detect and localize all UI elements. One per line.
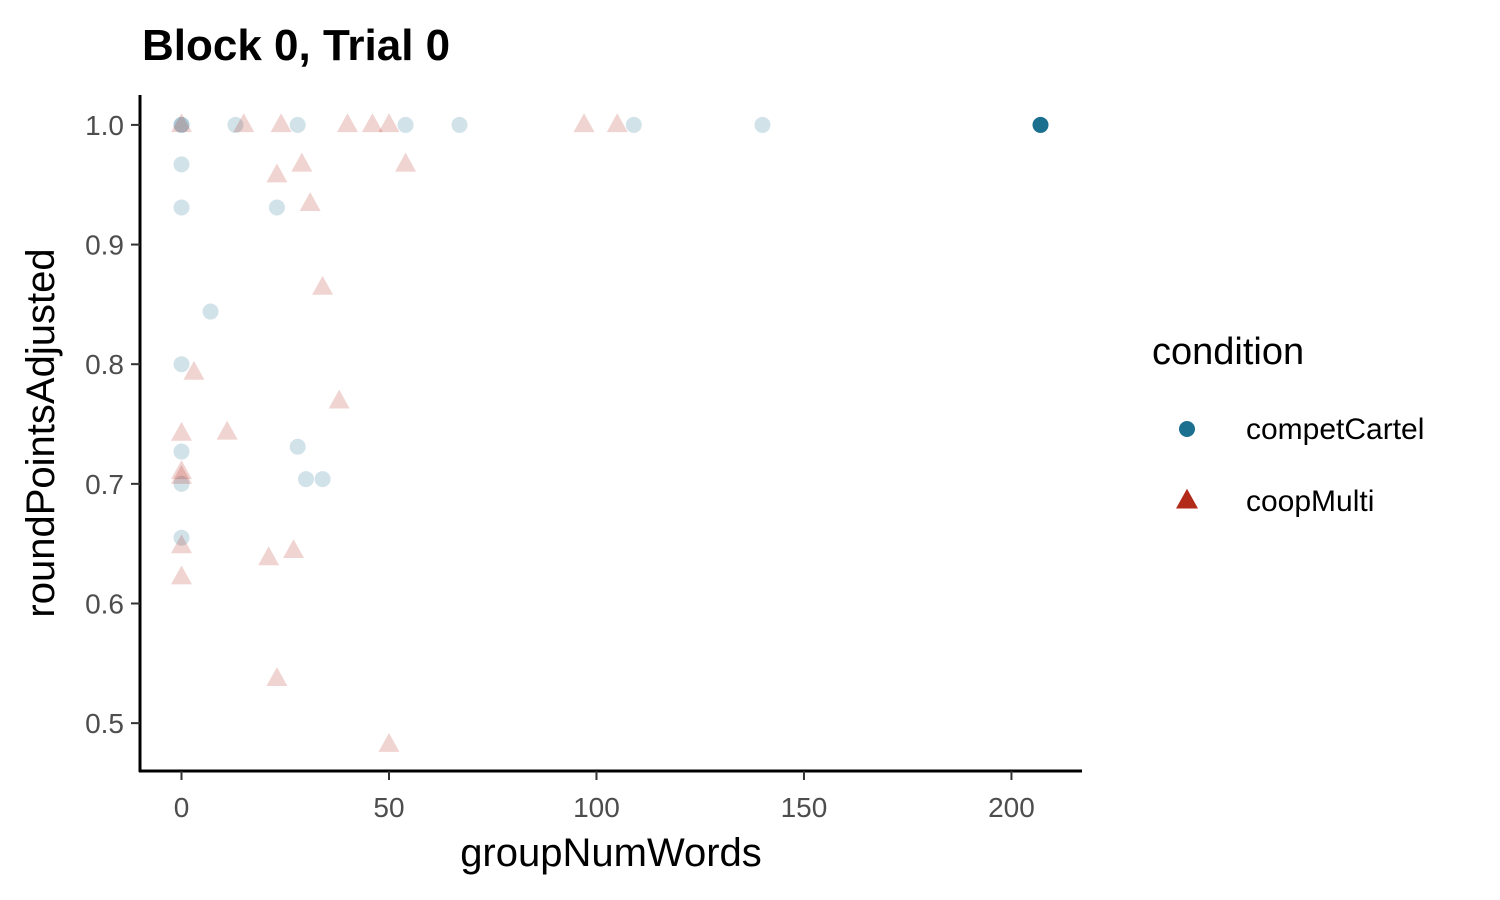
data-point-competCartel	[227, 116, 244, 133]
y-tick-label: 1.0	[85, 110, 124, 141]
data-point-competCartel	[1032, 116, 1049, 133]
data-point-coopMulti	[170, 565, 192, 585]
data-point-coopMulti	[328, 389, 350, 409]
data-point-coopMulti	[312, 275, 334, 295]
legend-label-coopMulti: coopMulti	[1246, 485, 1374, 518]
data-points	[170, 113, 1049, 752]
data-point-coopMulti	[291, 152, 313, 172]
data-point-coopMulti	[170, 534, 192, 554]
legend-key-coopMulti	[1176, 488, 1198, 509]
y-tick-label: 0.6	[85, 588, 124, 619]
data-point-competCartel	[202, 303, 219, 320]
y-tick-label: 0.7	[85, 469, 124, 500]
y-axis-ticks: 0.5 0.6 0.7 0.8 0.9 1.0	[85, 110, 140, 739]
data-point-coopMulti	[361, 113, 383, 133]
data-point-competCartel	[625, 116, 642, 133]
legend-label-competCartel: competCartel	[1246, 413, 1424, 446]
data-point-coopMulti	[170, 460, 192, 480]
x-tick-label: 200	[988, 792, 1035, 823]
data-point-competCartel	[289, 116, 306, 133]
legend-items: competCartel coopMulti	[1176, 413, 1424, 518]
data-point-coopMulti	[233, 113, 255, 133]
data-point-competCartel	[397, 116, 414, 133]
data-point-coopMulti	[216, 420, 238, 440]
data-point-coopMulti	[170, 464, 192, 484]
data-point-competCartel	[173, 156, 190, 173]
data-point-coopMulti	[606, 113, 628, 133]
data-point-competCartel	[173, 356, 190, 373]
data-point-coopMulti	[395, 152, 417, 172]
y-axis-title: roundPointsAdjusted	[19, 248, 63, 617]
data-point-competCartel	[173, 116, 190, 133]
legend-key-competCartel	[1179, 421, 1195, 437]
data-point-competCartel	[451, 116, 468, 133]
data-point-competCartel	[173, 475, 190, 492]
data-point-competCartel	[173, 529, 190, 546]
data-point-competCartel	[289, 438, 306, 455]
data-point-coopMulti	[183, 360, 205, 380]
data-point-coopMulti	[573, 113, 595, 133]
data-point-coopMulti	[378, 732, 400, 752]
x-tick-label: 150	[781, 792, 828, 823]
data-point-coopMulti	[336, 113, 358, 133]
data-point-competCartel	[173, 443, 190, 460]
data-point-competCartel	[173, 199, 190, 216]
y-tick-label: 0.5	[85, 708, 124, 739]
y-tick-label: 0.8	[85, 349, 124, 380]
data-point-coopMulti	[270, 113, 292, 133]
legend: condition competCartel coopMulti	[1152, 331, 1424, 518]
data-point-competCartel	[268, 199, 285, 216]
data-point-coopMulti	[283, 539, 305, 559]
chart-title: Block 0, Trial 0	[142, 21, 450, 70]
x-axis-ticks: 0 50 100 150 200	[174, 771, 1035, 823]
data-point-competCartel	[297, 471, 314, 488]
x-tick-label: 0	[174, 792, 190, 823]
data-point-coopMulti	[258, 546, 280, 566]
x-tick-label: 50	[373, 792, 404, 823]
data-point-coopMulti	[170, 113, 192, 133]
legend-title: condition	[1152, 331, 1304, 373]
data-point-coopMulti	[266, 163, 288, 183]
x-axis-title: groupNumWords	[460, 831, 762, 875]
data-point-competCartel	[314, 471, 331, 488]
y-tick-label: 0.9	[85, 230, 124, 261]
axes	[138, 95, 1082, 773]
data-point-competCartel	[754, 116, 771, 133]
x-tick-label: 100	[573, 792, 620, 823]
data-point-competCartel	[173, 116, 190, 133]
data-point-coopMulti	[378, 113, 400, 133]
data-point-coopMulti	[266, 667, 288, 687]
data-point-coopMulti	[170, 421, 192, 441]
data-point-coopMulti	[299, 192, 321, 212]
